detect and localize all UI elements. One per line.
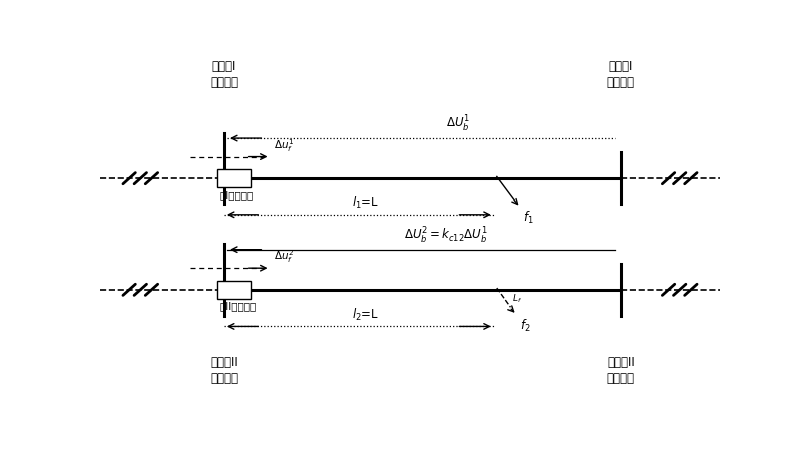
Text: $\Delta u_f^2$: $\Delta u_f^2$	[274, 249, 294, 265]
Text: $f_1$: $f_1$	[523, 210, 534, 226]
Text: 直流极II
线路边界: 直流极II 线路边界	[210, 356, 238, 385]
Text: $f_2$: $f_2$	[520, 318, 530, 334]
Text: 极II线路保护: 极II线路保护	[220, 301, 257, 311]
Text: $\Delta U_b^1$: $\Delta U_b^1$	[446, 114, 470, 134]
Text: $\Delta u_f^1$: $\Delta u_f^1$	[274, 137, 294, 154]
Text: 直流极I
线路边界: 直流极I 线路边界	[210, 60, 238, 89]
Text: 直流极II
线路边界: 直流极II 线路边界	[606, 356, 635, 385]
Text: $l_2$=L: $l_2$=L	[351, 307, 378, 323]
Text: 直流极I
线路边界: 直流极I 线路边界	[606, 60, 635, 89]
Bar	[217, 169, 250, 187]
Text: 极I线路保护: 极I线路保护	[220, 190, 254, 200]
Text: $L_f$: $L_f$	[512, 292, 522, 305]
Text: $\Delta U_b^2 = k_{c12}\Delta U_b^1$: $\Delta U_b^2 = k_{c12}\Delta U_b^1$	[404, 225, 487, 246]
Text: $l_1$=L: $l_1$=L	[351, 195, 378, 211]
Bar	[217, 281, 250, 299]
